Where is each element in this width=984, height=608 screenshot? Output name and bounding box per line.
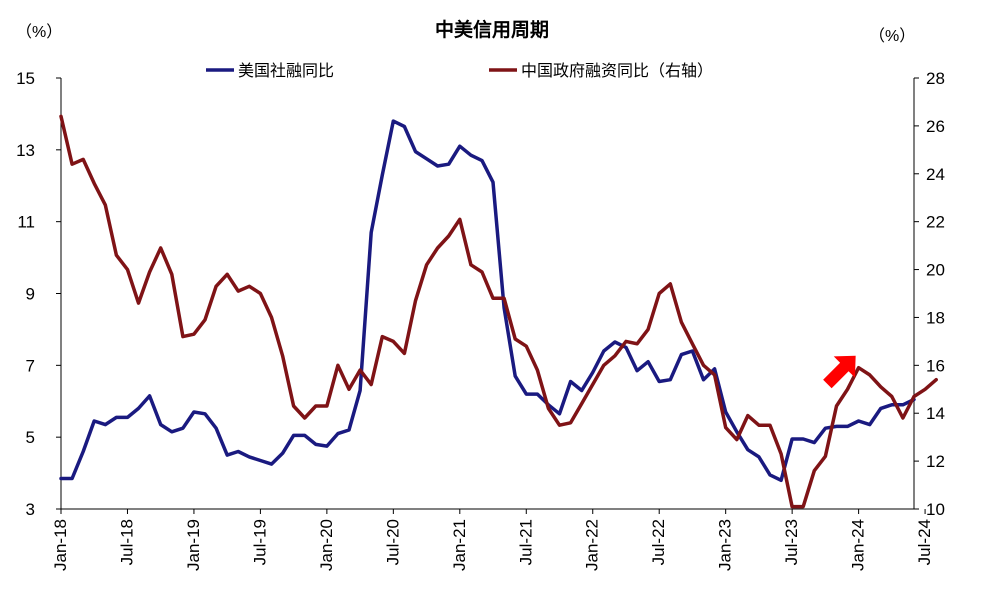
- legend-entry-china: 中国政府融资同比（右轴）: [489, 62, 713, 80]
- right-tick-label: 20: [926, 261, 945, 280]
- legend-entry-us: 美国社融同比: [206, 62, 334, 80]
- left-tick-label: 5: [26, 428, 35, 447]
- left-tick-label: 9: [26, 285, 35, 304]
- right-axis-unit: （%）: [869, 27, 915, 45]
- x-tick-label: Jul-18: [117, 519, 136, 565]
- legend-label-china: 中国政府融资同比（右轴）: [521, 62, 713, 80]
- x-tick-label: Jul-24: [915, 519, 934, 565]
- right-tick-label: 14: [926, 404, 945, 423]
- right-tick-label: 28: [926, 69, 945, 88]
- x-tick-label: Jan-23: [716, 519, 735, 571]
- x-tick-label: Jul-22: [649, 519, 668, 565]
- legend: 美国社融同比 中国政府融资同比（右轴）: [206, 62, 713, 80]
- left-tick-label: 11: [17, 213, 35, 232]
- trend-arrow-icon: [823, 355, 856, 389]
- right-tick-label: 24: [926, 165, 945, 184]
- right-tick-label: 10: [926, 500, 945, 519]
- right-tick-label: 18: [926, 308, 945, 327]
- x-tick-label: Jul-19: [250, 519, 269, 565]
- series-line-us-social-financing: [59, 119, 916, 483]
- x-tick-label: Jan-24: [849, 519, 868, 571]
- axes: 3 5 7 9 11 13 15 10 12 14 16 18 20 22 24 26 28 Jan-18 Jul-…: [16, 69, 945, 571]
- left-tick-label: 15: [16, 69, 35, 88]
- x-tick-label: Jan-22: [583, 519, 602, 571]
- x-tick-label: Jul-23: [782, 519, 801, 565]
- legend-label-us: 美国社融同比: [238, 62, 334, 80]
- x-tick-label: Jan-19: [184, 519, 203, 571]
- plot-area: [59, 114, 938, 509]
- x-tick-label: Jan-18: [51, 519, 70, 571]
- right-tick-label: 26: [926, 117, 945, 136]
- right-tick-label: 16: [926, 356, 945, 375]
- chart-title: 中美信用周期: [435, 18, 549, 41]
- x-tick-label: Jan-20: [317, 519, 336, 571]
- series-line-china-government-financing: [59, 114, 938, 509]
- x-tick-label: Jan-21: [450, 519, 469, 571]
- x-tick-label: Jul-20: [383, 519, 402, 565]
- left-tick-label: 13: [16, 141, 35, 160]
- right-tick-label: 22: [926, 213, 945, 232]
- left-tick-label: 3: [26, 500, 35, 519]
- x-tick-label: Jul-21: [516, 519, 535, 565]
- right-tick-label: 12: [926, 452, 945, 471]
- left-axis-unit: （%）: [16, 23, 62, 41]
- left-tick-label: 7: [26, 356, 35, 375]
